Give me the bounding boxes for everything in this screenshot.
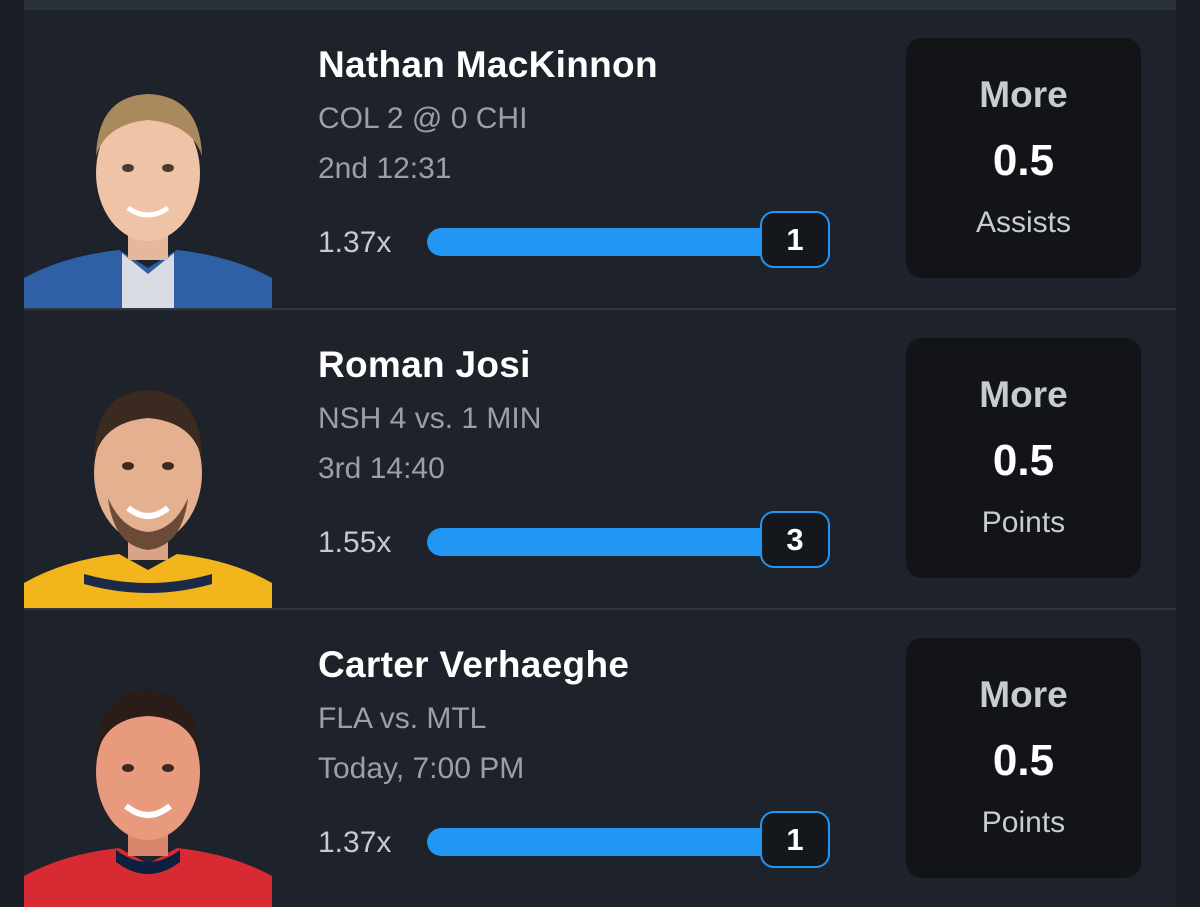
progress-bar	[427, 528, 777, 556]
pick-direction: More	[979, 74, 1068, 115]
progress-bar-fill	[427, 828, 777, 856]
pick-selection-box[interactable]: More 0.5 Points	[906, 338, 1141, 578]
player-headshot	[24, 78, 272, 308]
progress-bar-fill	[427, 228, 777, 256]
game-matchup: FLA vs. MTL	[318, 702, 487, 735]
pick-direction: More	[979, 674, 1068, 715]
pick-selection-box[interactable]: More 0.5 Points	[906, 638, 1141, 878]
pick-direction: More	[979, 374, 1068, 415]
current-stat-badge: 3	[760, 511, 830, 568]
game-clock: Today, 7:00 PM	[318, 752, 525, 785]
player-name: Roman Josi	[318, 344, 531, 385]
current-stat-badge: 1	[760, 811, 830, 868]
player-name: Carter Verhaeghe	[318, 644, 630, 685]
card-divider	[24, 308, 1176, 310]
card-divider	[24, 608, 1176, 610]
payout-multiplier: 1.55x	[318, 526, 392, 559]
jersey-shape	[24, 848, 272, 907]
pick-stat-type: Assists	[975, 206, 1071, 239]
pick-card[interactable]: Roman Josi NSH 4 vs. 1 MIN 3rd 14:40 1.5…	[24, 310, 1176, 608]
pick-line-value: 0.5	[992, 736, 1055, 785]
hair-shape	[96, 94, 202, 156]
top-divider	[24, 0, 1176, 10]
jersey-shape	[24, 554, 272, 608]
pick-selection-box[interactable]: More 0.5 Assists	[906, 38, 1141, 278]
hair-shape	[96, 690, 200, 758]
pick-stat-type: Points	[981, 806, 1066, 839]
player-headshot	[24, 678, 272, 907]
pick-card[interactable]: Nathan MacKinnon COL 2 @ 0 CHI 2nd 12:31…	[24, 10, 1176, 308]
payout-multiplier: 1.37x	[318, 826, 392, 859]
progress-bar	[427, 828, 777, 856]
hair-shape	[94, 390, 202, 460]
pick-line-value: 0.5	[992, 436, 1055, 485]
current-stat-badge: 1	[760, 211, 830, 268]
game-matchup: NSH 4 vs. 1 MIN	[318, 402, 542, 435]
pick-stat-type: Points	[981, 506, 1066, 539]
player-name: Nathan MacKinnon	[318, 44, 658, 85]
player-headshot	[24, 378, 272, 608]
pick-line-value: 0.5	[992, 136, 1055, 185]
game-matchup: COL 2 @ 0 CHI	[318, 102, 528, 135]
progress-bar-fill	[427, 528, 777, 556]
payout-multiplier: 1.37x	[318, 226, 392, 259]
game-clock: 3rd 14:40	[318, 452, 445, 485]
progress-bar	[427, 228, 777, 256]
pick-card[interactable]: Carter Verhaeghe FLA vs. MTL Today, 7:00…	[24, 610, 1176, 907]
game-clock: 2nd 12:31	[318, 152, 452, 185]
